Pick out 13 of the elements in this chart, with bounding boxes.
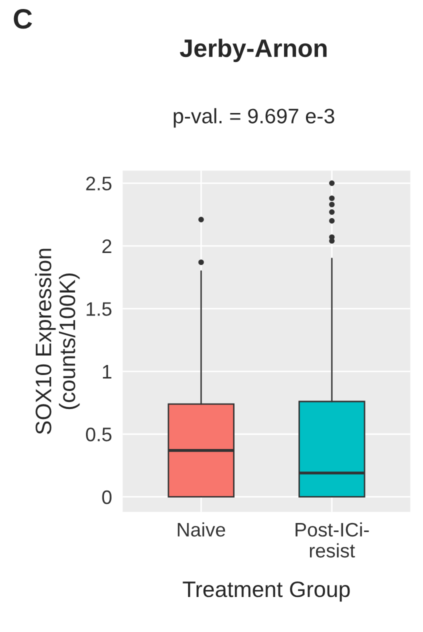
y-tick-label: 0	[102, 490, 112, 504]
y-tick-label: 0.5	[86, 428, 112, 442]
y-tick-label: 2.5	[86, 176, 112, 190]
y-tick-label: 1.5	[86, 302, 112, 316]
x-tick-label: Post-ICi- resist	[296, 522, 369, 558]
y-tick-label: 1	[102, 365, 112, 378]
y-tick-label: 2	[102, 239, 112, 253]
text: C	[14, 9, 32, 29]
x-axis-title: Treatment Group	[182, 581, 350, 602]
x-tick-label: Naive	[178, 522, 226, 537]
chart-subtitle: p-val. = 9.697 e-3	[174, 108, 334, 128]
y-axis-title: SOX10 Expression (counts/100K)	[35, 248, 80, 434]
chart-title: Jerby-Arnon	[180, 38, 327, 62]
